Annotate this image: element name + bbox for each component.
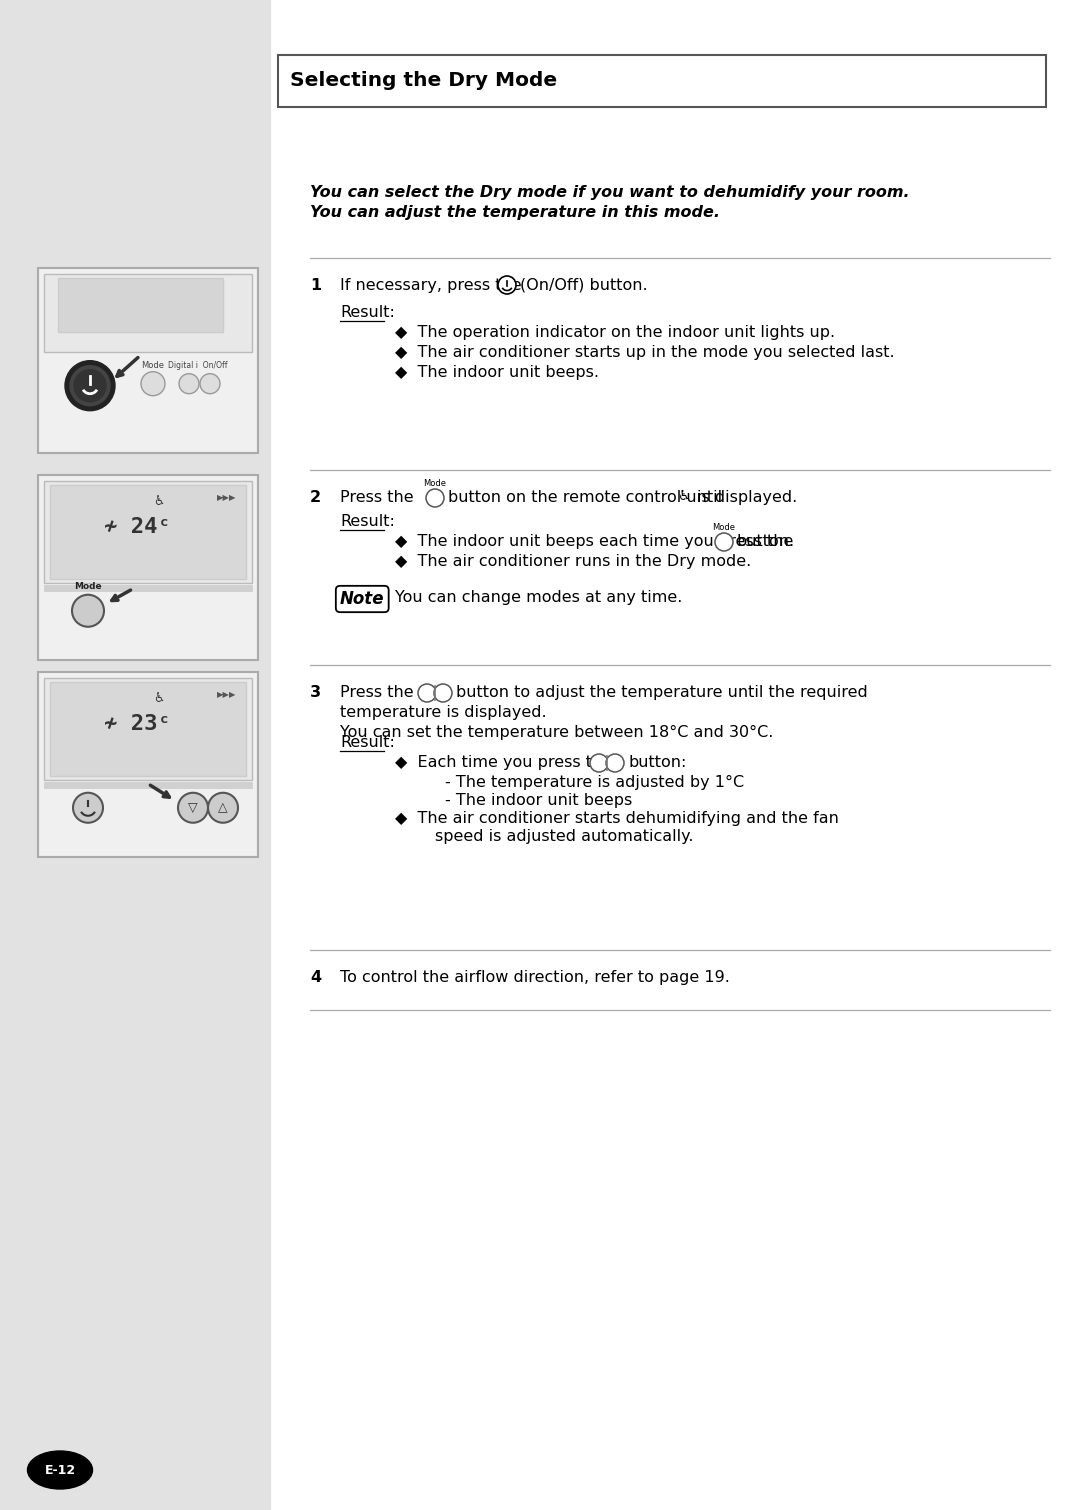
Text: 4: 4 xyxy=(310,969,321,985)
Bar xyxy=(0,0,270,1510)
Text: ♿: ♿ xyxy=(153,692,164,705)
Text: ≁ 23ᶜ: ≁ 23ᶜ xyxy=(104,714,171,734)
Text: ▽: ▽ xyxy=(188,802,198,814)
Bar xyxy=(58,278,222,332)
Circle shape xyxy=(200,373,220,394)
Text: Digital i  On/Off: Digital i On/Off xyxy=(168,361,228,370)
Circle shape xyxy=(179,373,199,394)
Bar xyxy=(38,267,258,453)
Text: Note: Note xyxy=(340,590,384,609)
Text: button.: button. xyxy=(737,535,795,550)
Text: - The temperature is adjusted by 1°C: - The temperature is adjusted by 1°C xyxy=(445,775,744,790)
Text: To control the airflow direction, refer to page 19.: To control the airflow direction, refer … xyxy=(340,969,730,985)
Bar xyxy=(44,273,252,352)
Circle shape xyxy=(418,684,436,702)
Text: is displayed.: is displayed. xyxy=(697,491,797,504)
Bar xyxy=(44,678,252,779)
Text: You can select the Dry mode if you want to dehumidify your room.: You can select the Dry mode if you want … xyxy=(310,186,909,199)
Bar xyxy=(44,782,252,788)
Text: speed is adjusted automatically.: speed is adjusted automatically. xyxy=(435,829,693,844)
Bar xyxy=(50,485,246,578)
Text: △: △ xyxy=(218,802,228,814)
Circle shape xyxy=(178,793,208,823)
Text: Result:: Result: xyxy=(340,305,395,320)
Text: Mode: Mode xyxy=(75,581,102,590)
Text: ◆  The air conditioner runs in the Dry mode.: ◆ The air conditioner runs in the Dry mo… xyxy=(395,554,752,569)
Text: ◆  The operation indicator on the indoor unit lights up.: ◆ The operation indicator on the indoor … xyxy=(395,325,835,340)
Text: 1: 1 xyxy=(310,278,321,293)
Ellipse shape xyxy=(27,1451,93,1489)
Text: Selecting the Dry Mode: Selecting the Dry Mode xyxy=(291,71,557,91)
Text: You can change modes at any time.: You can change modes at any time. xyxy=(395,590,683,606)
Text: button to adjust the temperature until the required: button to adjust the temperature until t… xyxy=(456,686,867,701)
Text: ◆  The air conditioner starts dehumidifying and the fan: ◆ The air conditioner starts dehumidifyi… xyxy=(395,811,839,826)
Text: (On/Off) button.: (On/Off) button. xyxy=(519,278,648,293)
Text: E-12: E-12 xyxy=(44,1463,76,1477)
Circle shape xyxy=(141,371,165,396)
Text: Mode: Mode xyxy=(423,479,446,488)
Bar xyxy=(44,482,252,583)
Circle shape xyxy=(70,365,110,406)
Circle shape xyxy=(72,595,104,627)
Text: Result:: Result: xyxy=(340,513,395,528)
Bar xyxy=(278,54,1047,107)
Text: You can adjust the temperature in this mode.: You can adjust the temperature in this m… xyxy=(310,205,720,220)
Circle shape xyxy=(606,753,624,772)
Circle shape xyxy=(590,753,608,772)
Text: ≁ 24ᶜ: ≁ 24ᶜ xyxy=(104,516,171,538)
Text: temperature is displayed.: temperature is displayed. xyxy=(340,705,546,720)
Text: ♿: ♿ xyxy=(153,495,164,507)
Text: button:: button: xyxy=(627,755,687,770)
Text: Mode: Mode xyxy=(713,522,735,532)
Text: If necessary, press the: If necessary, press the xyxy=(340,278,522,293)
Bar xyxy=(38,476,258,660)
Circle shape xyxy=(426,489,444,507)
Text: ▶▶▶: ▶▶▶ xyxy=(216,690,237,699)
Text: ◆  The indoor unit beeps each time you press the: ◆ The indoor unit beeps each time you pr… xyxy=(395,535,794,550)
Bar xyxy=(38,672,258,858)
Circle shape xyxy=(75,370,106,402)
Bar xyxy=(44,584,252,590)
Text: ♿: ♿ xyxy=(678,489,690,503)
Text: ◆  Each time you press the: ◆ Each time you press the xyxy=(395,755,612,770)
Circle shape xyxy=(65,361,114,411)
Text: button on the remote control until: button on the remote control until xyxy=(448,491,723,504)
Text: 3: 3 xyxy=(310,686,321,701)
Text: - The indoor unit beeps: - The indoor unit beeps xyxy=(445,793,632,808)
Text: Press the: Press the xyxy=(340,491,414,504)
Text: You can set the temperature between 18°C and 30°C.: You can set the temperature between 18°C… xyxy=(340,725,773,740)
Bar xyxy=(50,683,246,776)
Text: 2: 2 xyxy=(310,491,321,504)
Text: ▶▶▶: ▶▶▶ xyxy=(216,492,237,501)
Text: ◆  The air conditioner starts up in the mode you selected last.: ◆ The air conditioner starts up in the m… xyxy=(395,344,894,359)
Circle shape xyxy=(208,793,238,823)
Circle shape xyxy=(73,793,103,823)
Text: Press the: Press the xyxy=(340,686,414,701)
Circle shape xyxy=(498,276,516,294)
Text: Result:: Result: xyxy=(340,735,395,750)
Circle shape xyxy=(715,533,733,551)
Circle shape xyxy=(434,684,453,702)
Text: ◆  The indoor unit beeps.: ◆ The indoor unit beeps. xyxy=(395,365,599,381)
Text: Mode: Mode xyxy=(141,361,164,370)
